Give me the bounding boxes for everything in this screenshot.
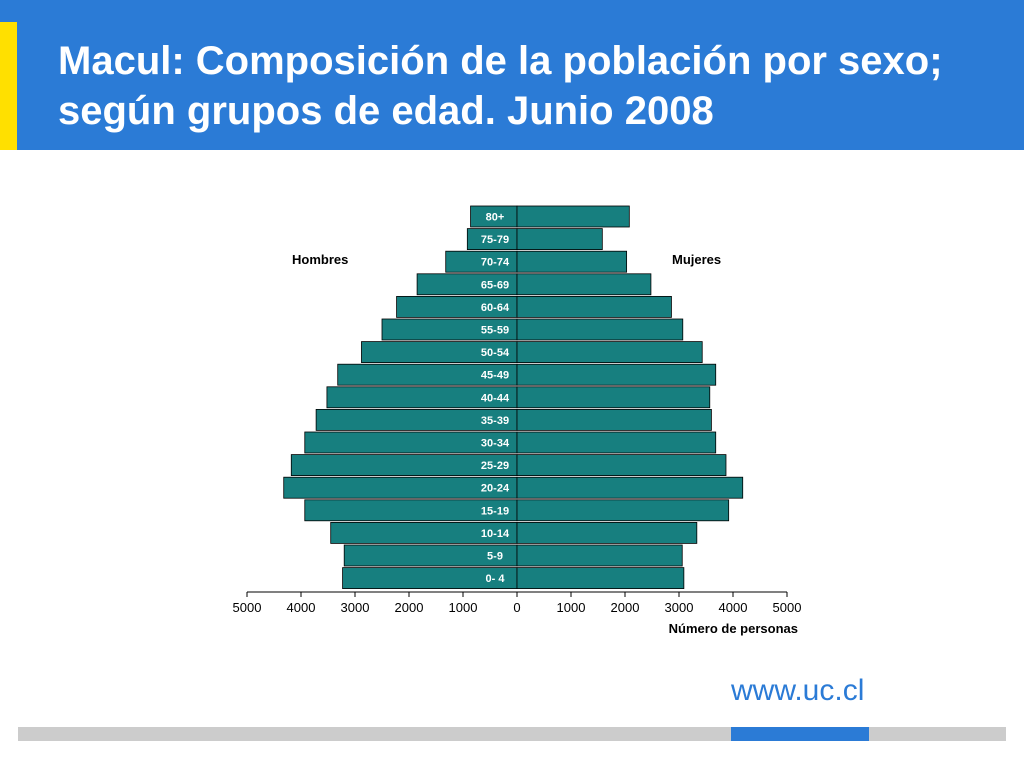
x-tick-label: 5000 (773, 600, 802, 615)
age-group-label: 75-79 (481, 234, 509, 246)
age-group-label: 50-54 (481, 347, 510, 359)
x-tick-label: 2000 (395, 600, 424, 615)
bar-mujeres-2 (516, 250, 628, 273)
x-axis-title: Número de personas (669, 621, 798, 636)
age-labels-layer: 80+ 75-79 70-74 65-69 60-64 55-59 50-54 45-49 40… (481, 212, 510, 586)
bar-mujeres-5 (516, 318, 684, 341)
age-group-label: 55-59 (481, 325, 509, 337)
bar-mujeres-6 (516, 341, 703, 364)
bar-mujeres-16 (516, 567, 685, 589)
x-tick-label: 2000 (611, 600, 640, 615)
x-ticks-layer: 5000 4000 3000 2000 1000 0 1000 2000 3000 4000 500… (233, 592, 802, 615)
title-banner (0, 0, 1024, 150)
x-tick-label: 4000 (719, 600, 748, 615)
age-group-label: 40-44 (481, 392, 510, 404)
age-group-label: 15-19 (481, 505, 509, 517)
bars-layer (283, 205, 744, 589)
age-group-label: 60-64 (481, 302, 510, 314)
x-tick-label: 3000 (341, 600, 370, 615)
bar-mujeres-11 (516, 454, 727, 477)
age-group-label: 35-39 (481, 415, 509, 427)
x-tick-label: 4000 (287, 600, 316, 615)
x-tick-label: 3000 (665, 600, 694, 615)
bar-mujeres-13 (516, 499, 730, 522)
age-group-label: 80+ (486, 212, 505, 224)
age-group-label: 0- 4 (486, 573, 506, 585)
bar-mujeres-4 (516, 295, 672, 318)
x-tick-label: 1000 (449, 600, 478, 615)
bar-mujeres-8 (516, 386, 711, 409)
slide-title: Macul: Composición de la población por s… (58, 39, 943, 133)
right-series-label: Mujeres (672, 252, 721, 267)
age-group-label: 20-24 (481, 483, 510, 495)
bar-mujeres-12 (516, 476, 744, 499)
bar-mujeres-15 (516, 544, 683, 567)
bar-mujeres-0 (516, 205, 630, 228)
age-group-label: 10-14 (481, 528, 510, 540)
left-series-label: Hombres (292, 252, 348, 267)
x-tick-label: 5000 (233, 600, 262, 615)
footer-accent (731, 727, 869, 741)
age-group-label: 5-9 (487, 551, 503, 563)
bar-mujeres-9 (516, 408, 712, 431)
bar-mujeres-3 (516, 273, 652, 296)
x-tick-label: 0 (513, 600, 520, 615)
age-group-label: 70-74 (481, 257, 510, 269)
bar-mujeres-10 (516, 431, 717, 454)
bar-mujeres-7 (516, 363, 717, 386)
x-tick-label: 1000 (557, 600, 586, 615)
title-accent-bar (0, 22, 17, 150)
age-group-label: 25-29 (481, 460, 509, 472)
website-url[interactable]: www.uc.cl (731, 674, 865, 707)
age-group-label: 45-49 (481, 370, 509, 382)
bar-mujeres-1 (516, 228, 603, 251)
age-group-label: 65-69 (481, 279, 509, 291)
bar-mujeres-14 (516, 522, 698, 544)
age-group-label: 30-34 (481, 438, 510, 450)
